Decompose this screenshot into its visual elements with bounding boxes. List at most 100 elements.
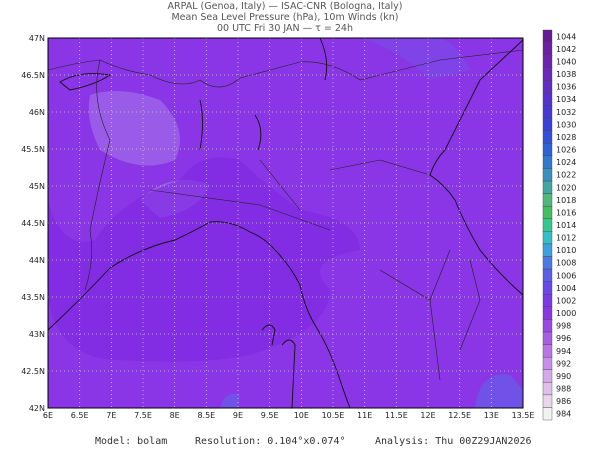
colorbar-label: 1024 bbox=[556, 158, 576, 167]
lon-tick-label: 6E bbox=[43, 411, 53, 420]
lon-tick-label: 11.5E bbox=[385, 411, 408, 420]
colorbar-swatch bbox=[542, 168, 553, 182]
colorbar-label: 988 bbox=[556, 385, 571, 394]
colorbar-label: 1034 bbox=[556, 95, 576, 104]
colorbar-swatch bbox=[542, 205, 553, 219]
lon-tick-label: 7E bbox=[106, 411, 116, 420]
colorbar-label: 1020 bbox=[556, 183, 576, 192]
colorbar-swatch bbox=[542, 105, 553, 119]
colorbar-label: 1026 bbox=[556, 146, 576, 155]
colorbar-label: 1008 bbox=[556, 259, 576, 268]
pressure-area bbox=[475, 374, 523, 408]
lat-tick-label: 44N bbox=[29, 256, 45, 265]
colorbar-swatch bbox=[542, 344, 553, 358]
colorbar-swatch bbox=[542, 331, 553, 345]
lon-tick-label: 13E bbox=[484, 411, 499, 420]
colorbar-swatch bbox=[542, 356, 553, 370]
region-border bbox=[84, 59, 481, 381]
colorbar-label: 994 bbox=[556, 347, 571, 356]
coastline bbox=[429, 39, 524, 296]
colorbar-swatch bbox=[542, 231, 553, 245]
colorbar-swatch bbox=[542, 243, 553, 257]
country-border bbox=[47, 49, 524, 88]
colorbar-swatch bbox=[542, 256, 553, 270]
colorbar-label: 1010 bbox=[556, 246, 576, 255]
colorbar-swatch bbox=[542, 54, 553, 68]
colorbar-swatch bbox=[542, 155, 553, 169]
lake-outline bbox=[59, 37, 328, 151]
lon-tick-label: 12.5E bbox=[448, 411, 471, 420]
pressure-area bbox=[220, 393, 240, 408]
lon-tick-label: 7.5E bbox=[134, 411, 152, 420]
header-line: Mean Sea Level Pressure (hPa), 10m Winds… bbox=[171, 12, 398, 23]
lat-tick-label: 46.5N bbox=[21, 71, 45, 80]
colorbar-swatch bbox=[542, 293, 553, 307]
colorbar-label: 1036 bbox=[556, 83, 576, 92]
colorbar-label: 1032 bbox=[556, 108, 576, 117]
colorbar-swatch bbox=[542, 92, 553, 106]
colorbar-swatch bbox=[542, 394, 553, 408]
lon-tick-label: 13.5E bbox=[512, 411, 535, 420]
lon-tick-label: 9.5E bbox=[261, 411, 279, 420]
lon-tick-label: 6.5E bbox=[71, 411, 89, 420]
colorbar-label: 986 bbox=[556, 397, 571, 406]
colorbar-swatch bbox=[542, 67, 553, 81]
colorbar-label: 1006 bbox=[556, 271, 576, 280]
lat-tick-label: 42.5N bbox=[21, 367, 45, 376]
colorbar-swatch bbox=[542, 193, 553, 207]
footer-resolution: Resolution: 0.104°x0.074° bbox=[195, 436, 346, 447]
colorbar-label: 1022 bbox=[556, 171, 576, 180]
colorbar-swatch bbox=[542, 42, 553, 56]
footer-model: Model: bolam bbox=[95, 436, 167, 447]
lat-tick-label: 45.5N bbox=[21, 145, 45, 154]
colorbar-label: 1040 bbox=[556, 57, 576, 66]
map bbox=[47, 37, 524, 409]
map-frame bbox=[47, 37, 524, 409]
coastline bbox=[47, 221, 351, 409]
pressure-area bbox=[48, 38, 360, 362]
colorbar-swatch bbox=[542, 80, 553, 94]
colorbar-label: 992 bbox=[556, 359, 571, 368]
colorbar-swatch bbox=[542, 319, 553, 333]
colorbar-label: 1014 bbox=[556, 221, 576, 230]
colorbar-label: 1016 bbox=[556, 208, 576, 217]
lon-tick-label: 10.5E bbox=[322, 411, 345, 420]
colorbar-label: 1044 bbox=[556, 32, 576, 41]
lat-tick-label: 43N bbox=[29, 330, 45, 339]
colorbar-label: 1038 bbox=[556, 70, 576, 79]
colorbar-label: 1028 bbox=[556, 133, 576, 142]
lon-tick-label: 12E bbox=[420, 411, 435, 420]
colorbar-swatch bbox=[542, 117, 553, 131]
lon-tick-label: 11E bbox=[357, 411, 372, 420]
lat-tick-label: 45N bbox=[29, 182, 45, 191]
colorbar-swatch bbox=[542, 369, 553, 383]
colorbar-swatch bbox=[542, 218, 553, 232]
colorbar-swatch bbox=[542, 29, 553, 43]
colorbar-swatch bbox=[542, 382, 553, 396]
header-line: 00 UTC Fri 30 JAN — τ = 24h bbox=[217, 23, 353, 34]
colorbar-swatch bbox=[542, 306, 553, 320]
colorbar-label: 1030 bbox=[556, 120, 576, 129]
coastline bbox=[261, 324, 296, 409]
colorbar-label: 1000 bbox=[556, 309, 576, 318]
colorbar-swatch bbox=[542, 281, 553, 295]
lat-tick-label: 43.5N bbox=[21, 293, 45, 302]
header-line: ARPAL (Genoa, Italy) — ISAC-CNR (Bologna… bbox=[168, 1, 403, 12]
colorbar-label: 998 bbox=[556, 322, 571, 331]
footer-analysis: Analysis: Thu 00Z29JAN2026 bbox=[375, 436, 532, 447]
lat-tick-label: 47N bbox=[29, 34, 45, 43]
colorbar-label: 984 bbox=[556, 410, 571, 419]
colorbar-label: 996 bbox=[556, 334, 571, 343]
lon-tick-label: 10E bbox=[294, 411, 309, 420]
colorbar-swatch bbox=[542, 130, 553, 144]
lon-tick-label: 8.5E bbox=[197, 411, 215, 420]
colorbar-label: 990 bbox=[556, 372, 571, 381]
colorbar-swatch bbox=[542, 407, 553, 421]
lat-tick-label: 46N bbox=[29, 108, 45, 117]
colorbar-label: 1042 bbox=[556, 45, 576, 54]
lat-tick-label: 44.5N bbox=[21, 219, 45, 228]
colorbar-swatch bbox=[542, 268, 553, 282]
pressure-area bbox=[360, 38, 470, 80]
colorbar-label: 1012 bbox=[556, 234, 576, 243]
